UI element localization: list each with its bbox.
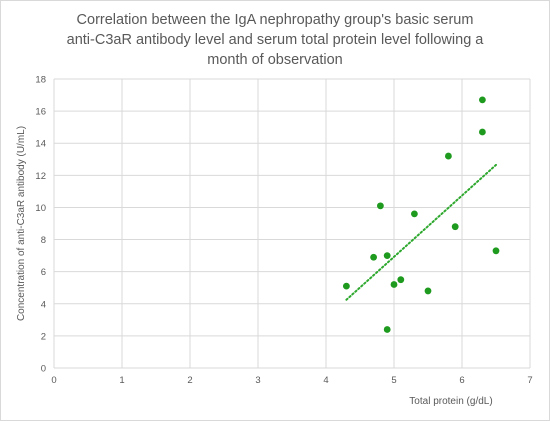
data-point	[377, 202, 384, 210]
data-point	[411, 210, 418, 218]
y-tick-label: 14	[35, 139, 46, 150]
x-tick-label: 7	[527, 375, 532, 386]
x-tick-label: 3	[255, 375, 260, 386]
chart-title: Correlation between the IgA nephropathy …	[40, 10, 510, 70]
data-point	[343, 282, 350, 290]
x-tick-label: 6	[459, 375, 464, 386]
grid-lines	[53, 78, 531, 369]
x-axis-title: Total protein (g/dL)	[409, 396, 492, 407]
x-tick-label: 5	[391, 375, 396, 386]
y-tick-label: 12	[35, 171, 46, 182]
data-point	[383, 252, 391, 260]
y-tick-label: 2	[41, 331, 46, 342]
data-point	[492, 247, 500, 255]
y-tick-label: 18	[35, 75, 46, 86]
trendline	[345, 163, 497, 301]
data-point	[424, 287, 432, 295]
chart-title-line-2: anti-C3aR antibody level and serum total…	[66, 32, 484, 48]
data-point	[390, 281, 398, 288]
data-point	[383, 326, 391, 333]
y-tick-label: 6	[41, 267, 46, 278]
x-tick-label: 1	[119, 375, 124, 386]
y-tick-label: 16	[35, 107, 46, 118]
data-point	[479, 128, 486, 136]
y-tick-label: 4	[41, 299, 46, 310]
x-tick-label: 4	[323, 375, 328, 386]
y-tick-label: 0	[41, 364, 46, 375]
x-tick-label: 2	[187, 375, 192, 386]
data-point	[451, 223, 459, 231]
x-axis-ticks: 0 1 2 3 4 5 6 7	[51, 375, 532, 386]
chart-title-line-1: Correlation between the IgA nephropathy …	[76, 12, 474, 28]
y-tick-label: 8	[41, 235, 46, 246]
data-point	[479, 96, 486, 104]
x-tick-label: 0	[51, 375, 56, 386]
chart-title-line-3: month of observation	[207, 52, 343, 68]
trendline-group	[345, 163, 497, 301]
y-axis-title: Concentration of anti-C3aR antibody (U/m…	[16, 126, 27, 321]
data-points	[343, 96, 500, 333]
y-axis-ticks: 0 2 4 6 8 10 12 14 16 18	[35, 75, 46, 375]
data-point	[445, 152, 452, 160]
data-point	[397, 276, 405, 284]
y-tick-label: 10	[35, 203, 46, 214]
data-point	[370, 253, 377, 261]
